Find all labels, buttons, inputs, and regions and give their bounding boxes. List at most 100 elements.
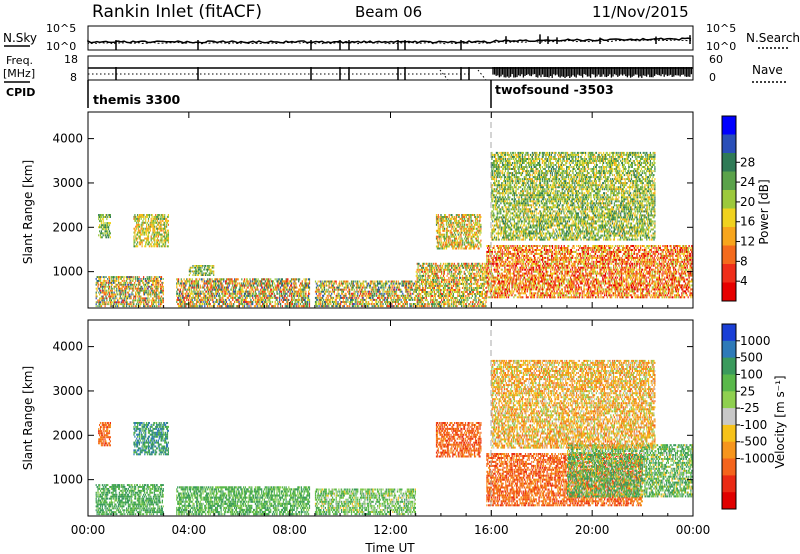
echo-cell [232, 294, 234, 297]
echo-cell [211, 296, 213, 299]
echo-cell [234, 292, 237, 295]
echo-cell [101, 224, 103, 227]
echo-cell [445, 295, 447, 297]
echo-cell [422, 301, 425, 304]
echo-cell [100, 285, 103, 288]
echo-cell [424, 278, 426, 281]
echo-cell [445, 297, 447, 299]
echo-cell [150, 295, 152, 298]
echo-cell [442, 284, 444, 287]
echo-cell [144, 221, 146, 224]
echo-cell [101, 303, 103, 306]
echo-cell [328, 303, 330, 305]
echo-cell [149, 299, 151, 302]
echo-cell [202, 284, 204, 287]
echo-cell [102, 226, 104, 229]
echo-cell [160, 305, 162, 308]
echo-cell [248, 305, 250, 308]
echo-cell [424, 289, 426, 291]
echo-cell [96, 295, 98, 298]
echo-cell [480, 276, 482, 279]
echo-cell [148, 227, 150, 230]
echo-cell [232, 282, 234, 285]
echo-cell [335, 301, 337, 303]
echo-cell [479, 284, 481, 287]
echo-cell [438, 278, 440, 281]
echo-cell [315, 301, 317, 303]
echo-cell [206, 286, 208, 289]
echo-cell [368, 303, 371, 305]
echo-cell [213, 274, 215, 276]
echo-cell [193, 288, 195, 291]
echo-cell [180, 286, 182, 289]
echo-cell [271, 282, 274, 285]
echo-cell [159, 233, 161, 236]
echo-cell [299, 284, 301, 287]
echo-cell [291, 303, 293, 306]
echo-cell [269, 282, 271, 285]
echo-cell [296, 303, 298, 306]
echo-cell [184, 296, 186, 299]
echo-cell [108, 236, 110, 239]
echo-cell [371, 303, 373, 305]
echo-cell [149, 276, 151, 278]
echo-cell [481, 291, 483, 293]
echo-cell [148, 297, 150, 300]
echo-cell [106, 289, 108, 292]
echo-cell [186, 294, 188, 297]
echo-cell [442, 245, 444, 248]
echo-cell [263, 296, 265, 299]
echo-cell [203, 296, 205, 299]
echo-cell [142, 287, 144, 290]
echo-cell [303, 278, 305, 281]
echo-cell [110, 287, 112, 290]
echo-cell [281, 305, 283, 308]
echo-cell [241, 300, 243, 303]
echo-cell [293, 296, 295, 299]
echo-cell [213, 303, 215, 306]
echo-cell [181, 305, 183, 308]
echo-cell [264, 280, 266, 283]
echo-cell [164, 221, 166, 224]
echo-cell [215, 292, 217, 295]
echo-cell [143, 231, 145, 234]
echo-cell [441, 268, 443, 271]
echo-cell [400, 282, 402, 285]
echo-cell [178, 294, 181, 297]
echo-cell [149, 293, 151, 296]
echo-cell [241, 294, 243, 297]
echo-cell [113, 299, 115, 302]
echo-cell [161, 289, 163, 292]
echo-cell [362, 294, 364, 297]
echo-cell [118, 303, 120, 306]
echo-cell [398, 294, 400, 297]
echo-cell [109, 232, 111, 235]
echo-cell [435, 301, 437, 304]
echo-cell [474, 268, 476, 271]
echo-cell [144, 299, 146, 302]
echo-cell [478, 301, 480, 304]
echo-cell [482, 301, 484, 304]
echo-cell [244, 292, 246, 295]
echo-cell [155, 219, 157, 222]
echo-cell [178, 282, 180, 285]
echo-cell [298, 303, 300, 306]
echo-cell [377, 280, 379, 283]
echo-cell [114, 293, 116, 296]
echo-cell [343, 303, 345, 305]
echo-cell [437, 280, 439, 283]
echo-cell [127, 303, 129, 306]
echo-cell [418, 295, 420, 297]
echo-cell [427, 293, 429, 295]
echo-cell [438, 241, 440, 244]
echo-cell [362, 286, 364, 289]
echo-cell [149, 291, 151, 294]
echo-cell [108, 216, 111, 218]
echo-cell [166, 237, 168, 240]
plot-title: Rankin Inlet (fitACF) [92, 2, 262, 22]
echo-cell [188, 303, 191, 306]
echo-cell [330, 294, 332, 297]
echo-cell [462, 284, 464, 287]
echo-cell [97, 285, 99, 288]
echo-cell [105, 293, 107, 296]
